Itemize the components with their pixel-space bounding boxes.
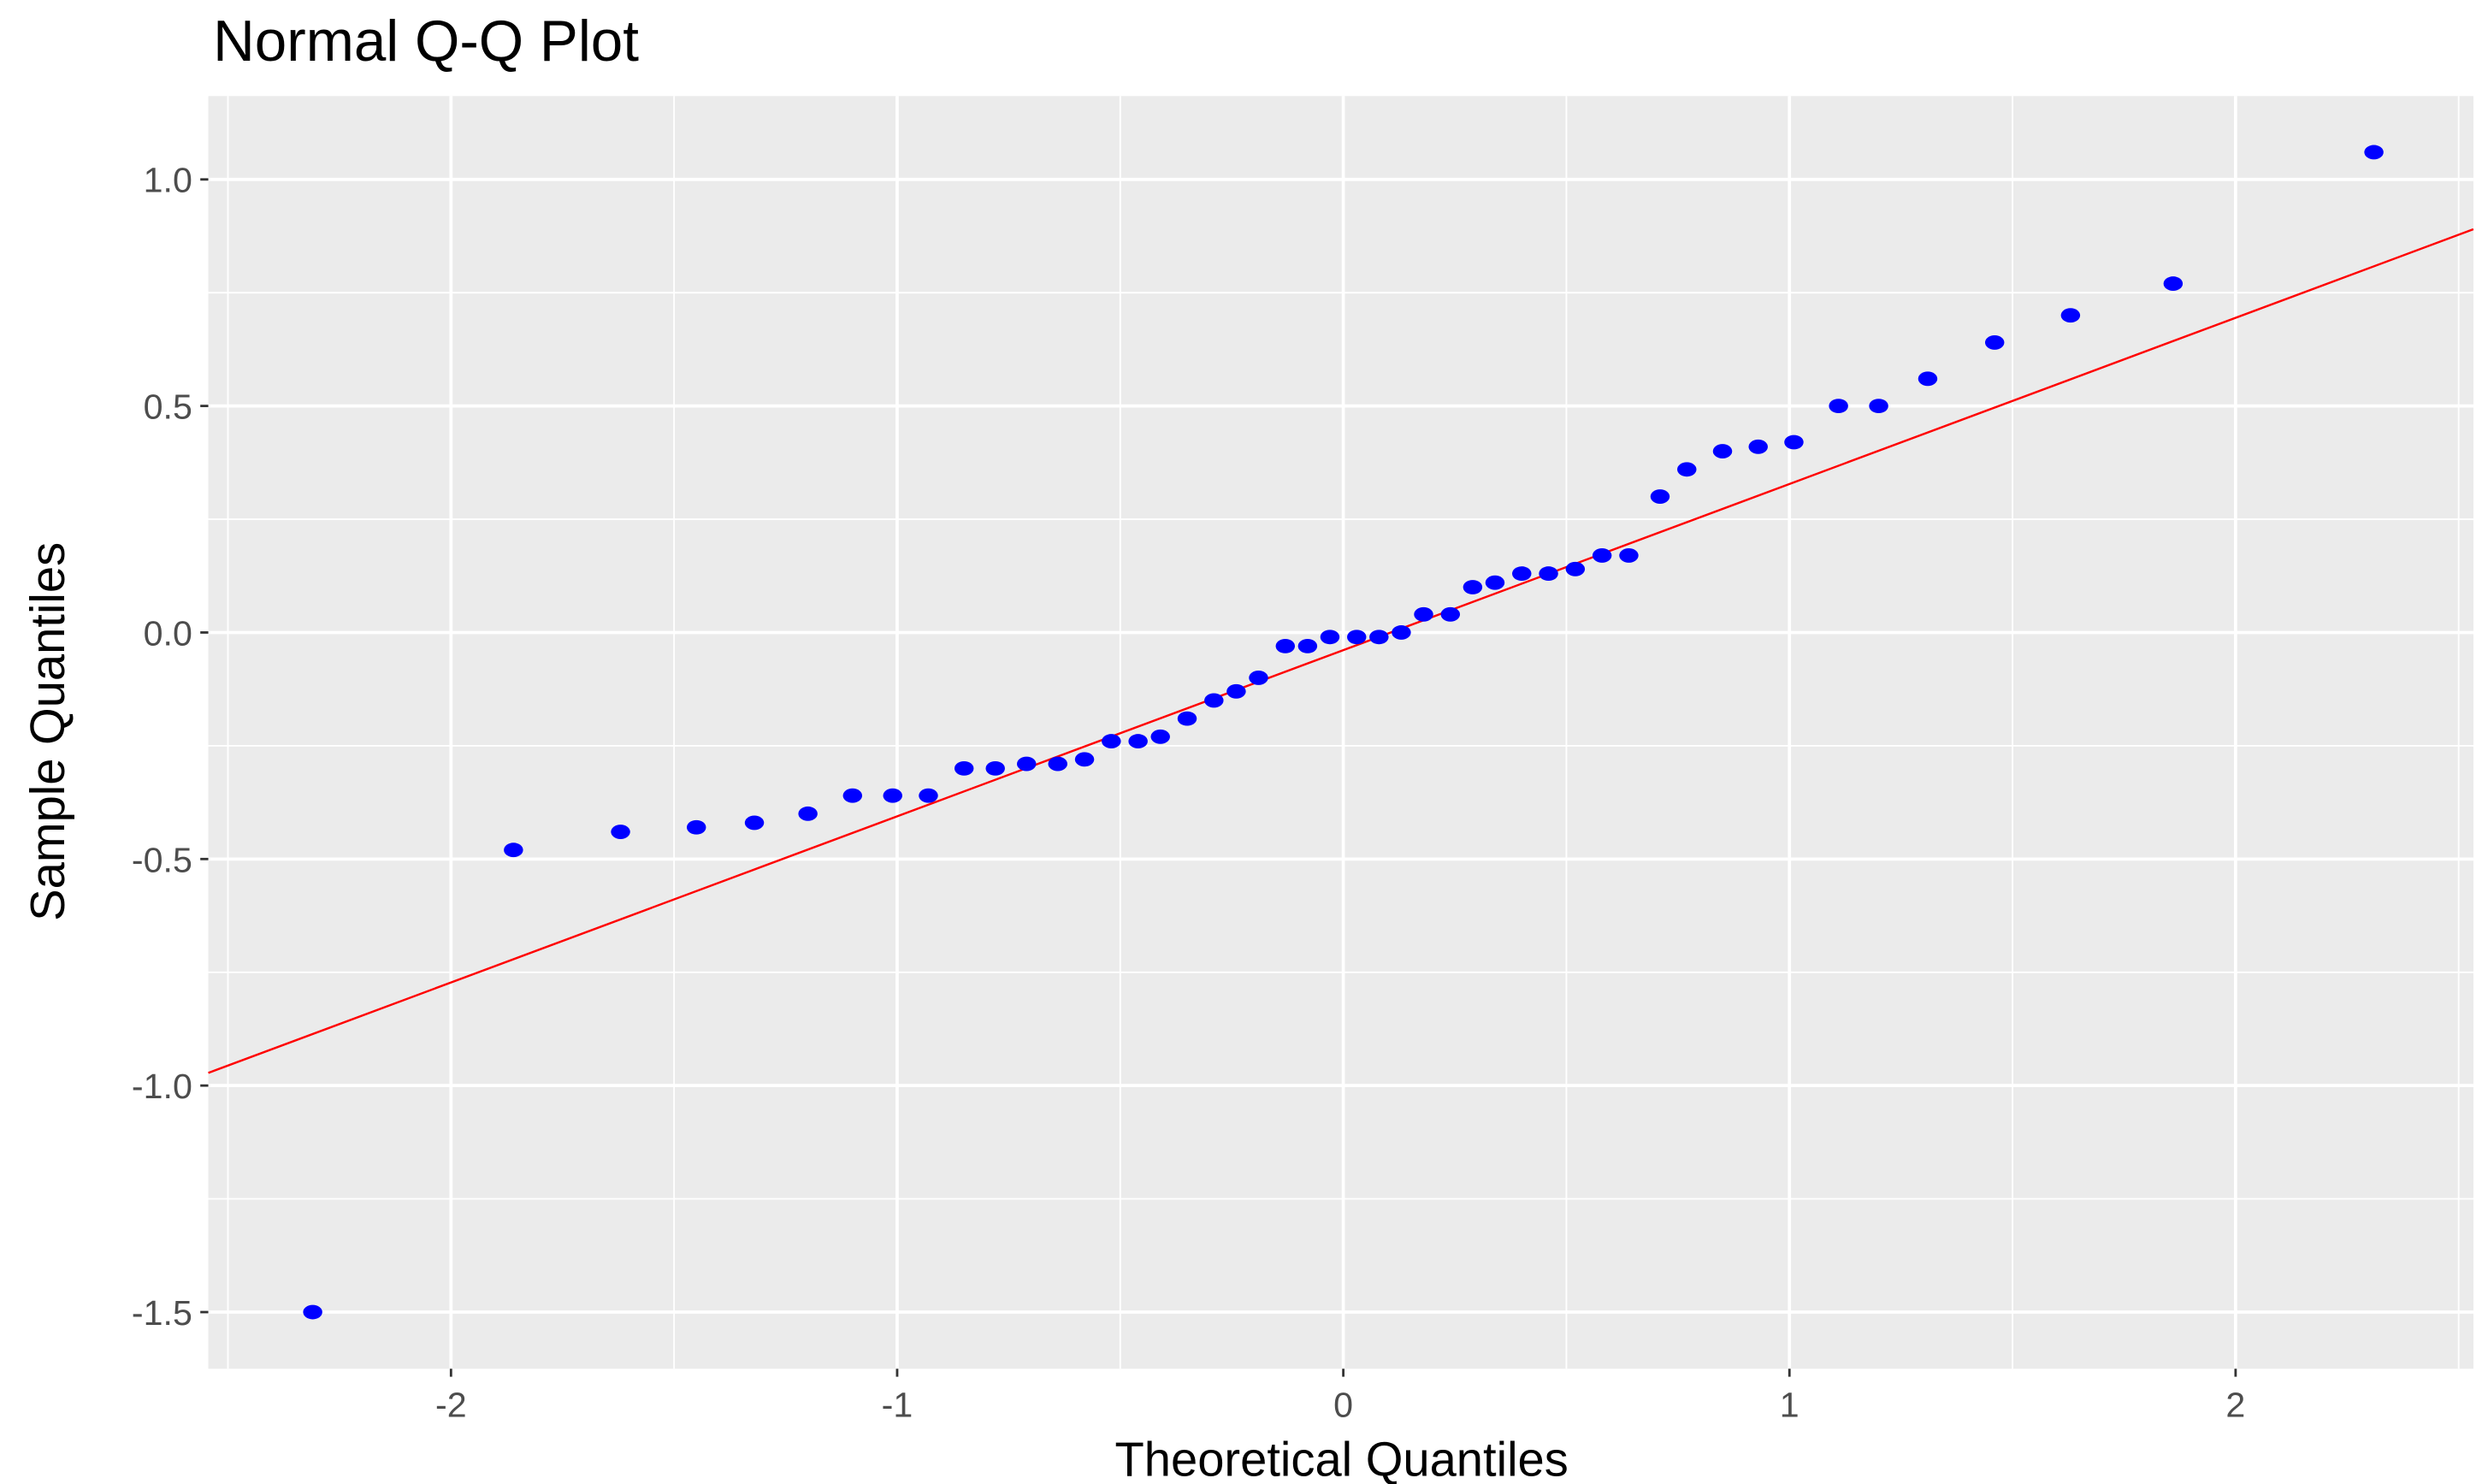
point — [919, 788, 938, 803]
point — [2163, 276, 2184, 292]
point — [1869, 399, 1888, 414]
point — [1463, 580, 1483, 594]
point — [1539, 566, 1558, 582]
y-tick-label: -1.0 — [132, 1067, 192, 1106]
point — [303, 1304, 322, 1320]
point — [1275, 638, 1296, 653]
point — [1748, 439, 1768, 454]
point — [1150, 729, 1170, 744]
point — [1048, 756, 1067, 772]
point — [1414, 606, 1433, 622]
x-tick-label: 2 — [2225, 1385, 2245, 1424]
x-tick-label: -2 — [435, 1385, 467, 1424]
point — [1712, 444, 1733, 459]
point — [798, 806, 818, 821]
point — [1485, 575, 1505, 590]
x-axis-title: Theoretical Quantiles — [1114, 1433, 1568, 1484]
y-tick-label: -1.5 — [132, 1293, 192, 1333]
x-tick-label: -1 — [882, 1385, 913, 1424]
x-tick-label: 0 — [1333, 1385, 1353, 1424]
y-tick-label: -0.5 — [132, 840, 192, 879]
reference-line — [208, 228, 2474, 1074]
point — [1017, 756, 1037, 772]
point — [686, 819, 706, 835]
point — [2364, 145, 2384, 160]
point — [1369, 630, 1389, 645]
point — [1650, 489, 1670, 504]
point — [842, 788, 863, 803]
point — [2060, 308, 2081, 323]
point — [504, 843, 523, 858]
y-tick-label: 0.5 — [144, 387, 192, 427]
plot-panel — [208, 96, 2473, 1369]
point — [1102, 734, 1121, 749]
point — [1177, 711, 1197, 726]
point — [1320, 630, 1340, 645]
point — [1128, 734, 1148, 749]
x-tick-label: 1 — [1780, 1385, 1800, 1424]
point — [1984, 335, 2005, 350]
point — [1619, 547, 1639, 563]
point — [954, 760, 974, 776]
point — [1677, 462, 1697, 477]
y-tick-label: 0.0 — [144, 613, 192, 653]
point — [1440, 606, 1461, 622]
point — [1297, 638, 1318, 653]
point — [985, 760, 1005, 776]
point — [1204, 693, 1224, 708]
point — [1592, 547, 1612, 563]
point — [1392, 625, 1411, 640]
point — [1565, 561, 1586, 576]
point — [1226, 683, 1246, 699]
point — [611, 825, 630, 839]
point — [1347, 630, 1367, 645]
chart-title: Normal Q-Q Plot — [213, 9, 639, 74]
point — [1512, 566, 1532, 582]
y-tick-label: 1.0 — [144, 161, 192, 200]
point — [1249, 671, 1268, 685]
point — [1074, 752, 1095, 767]
point — [1918, 371, 1938, 387]
point — [883, 788, 902, 803]
point — [1829, 399, 1848, 414]
point — [744, 815, 765, 831]
point — [1784, 435, 1804, 450]
y-axis-title: Sample Quantiles — [21, 542, 74, 921]
